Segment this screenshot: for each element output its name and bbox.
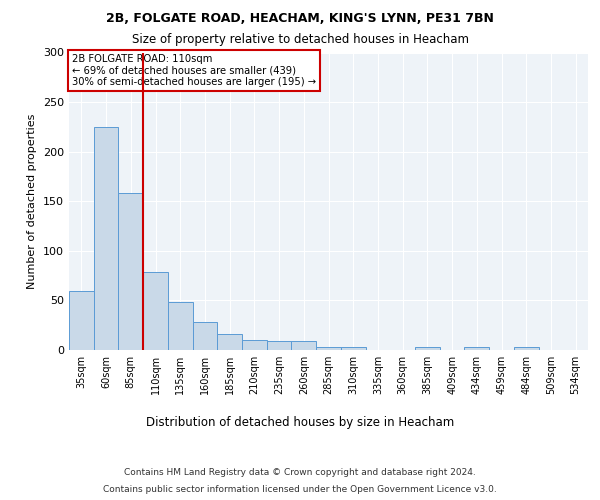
Y-axis label: Number of detached properties: Number of detached properties	[28, 114, 37, 289]
Bar	[69, 290, 94, 350]
Text: Contains public sector information licensed under the Open Government Licence v3: Contains public sector information licen…	[103, 484, 497, 494]
Bar	[168, 302, 193, 350]
Bar	[464, 347, 489, 350]
Bar	[217, 334, 242, 350]
Bar	[143, 272, 168, 350]
Bar	[118, 194, 143, 350]
Text: Distribution of detached houses by size in Heacham: Distribution of detached houses by size …	[146, 416, 454, 429]
Bar	[193, 322, 217, 350]
Bar	[514, 347, 539, 350]
Bar	[316, 347, 341, 350]
Bar	[94, 127, 118, 350]
Bar	[292, 341, 316, 350]
Text: Size of property relative to detached houses in Heacham: Size of property relative to detached ho…	[131, 32, 469, 46]
Text: 2B, FOLGATE ROAD, HEACHAM, KING'S LYNN, PE31 7BN: 2B, FOLGATE ROAD, HEACHAM, KING'S LYNN, …	[106, 12, 494, 26]
Text: Contains HM Land Registry data © Crown copyright and database right 2024.: Contains HM Land Registry data © Crown c…	[124, 468, 476, 477]
Bar	[242, 340, 267, 350]
Bar	[415, 347, 440, 350]
Text: 2B FOLGATE ROAD: 110sqm
← 69% of detached houses are smaller (439)
30% of semi-d: 2B FOLGATE ROAD: 110sqm ← 69% of detache…	[71, 54, 316, 87]
Bar	[267, 341, 292, 350]
Bar	[341, 347, 365, 350]
